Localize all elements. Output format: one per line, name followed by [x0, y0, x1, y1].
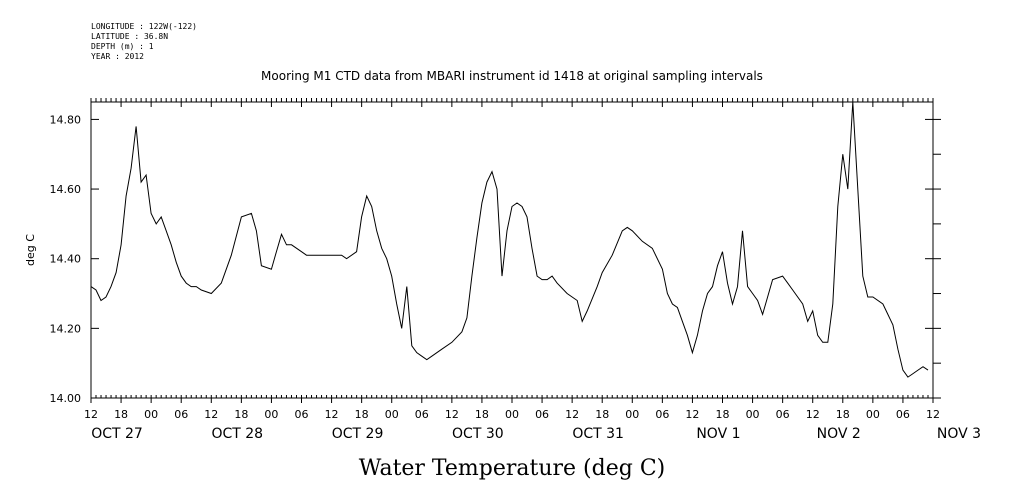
longitude-text: LONGITUDE : 122W(-122) [91, 22, 197, 31]
x-tick-label: 00 [625, 408, 639, 421]
x-tick-label: 00 [866, 408, 880, 421]
x-tick-label: 12 [685, 408, 699, 421]
x-tick-label: 06 [655, 408, 669, 421]
depth-text: DEPTH (m) : 1 [91, 42, 154, 51]
date-labels: OCT 27 OCT 28 OCT 29 OCT 30 OCT 31 NOV 1 NOV 2… [91, 426, 981, 442]
x-tick-label: 06 [415, 408, 429, 421]
y-tick-label: 14.20 [50, 322, 82, 335]
x-tick-label: 18 [355, 408, 369, 421]
x-tick-label: 00 [746, 408, 760, 421]
x-tick-label: 18 [716, 408, 730, 421]
x-tick-label: 06 [776, 408, 790, 421]
x-tick-label: 06 [535, 408, 549, 421]
x-tick-label: 18 [595, 408, 609, 421]
x-tick-label: 12 [806, 408, 820, 421]
plot-frame [90, 101, 934, 399]
date-label: OCT 30 [452, 426, 504, 442]
date-label: OCT 28 [211, 426, 263, 442]
y-tick-label: 14.00 [50, 392, 82, 405]
y-axis-label: deg C [24, 234, 37, 266]
x-tick-label: 12 [926, 408, 940, 421]
y-axis-ticks: 14.00 14.20 14.40 14.60 14.80 [50, 113, 941, 405]
x-axis-ticks: 12 18 00 06 12 18 00 06 12 18 00 06 12 18 00 06 12 18 00 06… [84, 102, 940, 421]
x-tick-label: 12 [325, 408, 339, 421]
x-tick-label: 00 [385, 408, 399, 421]
y-tick-label: 14.40 [50, 253, 82, 266]
x-axis-label: Water Temperature (deg C) [359, 456, 666, 481]
x-tick-label: 18 [836, 408, 850, 421]
x-tick-label: 18 [114, 408, 128, 421]
x-tick-label: 06 [295, 408, 309, 421]
date-label: OCT 29 [332, 426, 384, 442]
x-tick-label: 00 [505, 408, 519, 421]
x-tick-label: 12 [84, 408, 98, 421]
x-tick-label: 06 [896, 408, 910, 421]
x-tick-label: 00 [264, 408, 278, 421]
date-label: NOV 3 [937, 426, 981, 442]
date-label: NOV 2 [817, 426, 861, 442]
date-label: OCT 31 [572, 426, 624, 442]
chart-title: Mooring M1 CTD data from MBARI instrumen… [261, 69, 763, 83]
metadata-block: LONGITUDE : 122W(-122) LATITUDE : 36.8N … [91, 22, 197, 62]
year-text: YEAR : 2012 [91, 52, 144, 61]
x-tick-label: 12 [445, 408, 459, 421]
x-tick-label: 00 [144, 408, 158, 421]
x-tick-label: 06 [174, 408, 188, 421]
latitude-text: LATITUDE : 36.8N [91, 32, 169, 41]
temperature-series-line [90, 101, 929, 378]
minor-tick-marks [90, 98, 934, 398]
x-tick-label: 12 [204, 408, 218, 421]
date-label: NOV 1 [696, 426, 740, 442]
x-tick-label: 12 [565, 408, 579, 421]
y-tick-label: 14.80 [50, 113, 82, 126]
x-tick-label: 18 [234, 408, 248, 421]
x-tick-label: 18 [475, 408, 489, 421]
date-label: OCT 27 [91, 426, 143, 442]
y-tick-label: 14.60 [50, 183, 82, 196]
